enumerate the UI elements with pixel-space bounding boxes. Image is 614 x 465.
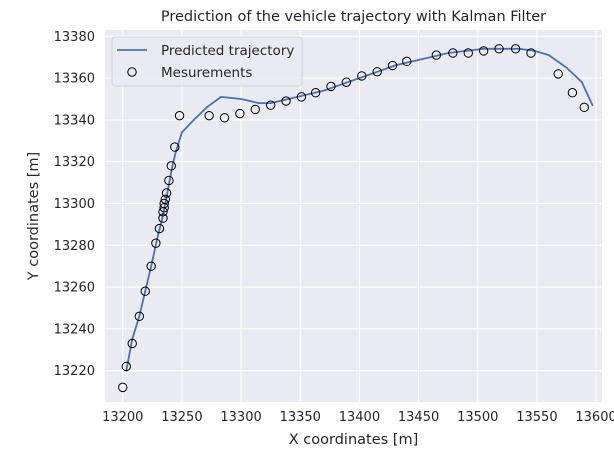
x-tick-label: 13500: [457, 410, 498, 425]
measurement-point: [158, 213, 168, 223]
predicted-trajectory-point: [358, 77, 361, 79]
measurement-point: [357, 71, 367, 81]
measurement-point: [296, 92, 307, 102]
legend-label-predicted: Predicted trajectory: [161, 43, 294, 59]
y-tick-label: 13240: [54, 322, 95, 337]
measurement-point: [478, 46, 489, 56]
measurement-point: [151, 238, 161, 248]
x-tick-label: 13450: [398, 410, 439, 425]
predicted-trajectory-point: [138, 315, 141, 318]
measurement-point: [463, 48, 473, 58]
x-tick-label: 13200: [102, 410, 143, 425]
predicted-trajectory-point: [465, 49, 467, 52]
chart-title: Prediction of the vehicle trajectory wit…: [161, 9, 546, 25]
measurement-point: [166, 161, 176, 171]
predicted-trajectory-point: [500, 47, 503, 50]
x-tick-label: 13250: [161, 410, 202, 425]
measurement-point: [161, 188, 172, 198]
measurement-point: [134, 311, 145, 322]
measurement-point: [387, 60, 398, 71]
predicted-trajectory-point: [171, 164, 174, 167]
legend-label-measurements: Mesurements: [161, 65, 252, 81]
measurement-point: [510, 44, 521, 54]
measurement-point: [372, 67, 382, 77]
predicted-trajectory-point: [323, 89, 325, 92]
predicted-trajectory-point: [411, 60, 414, 63]
measurement-point: [326, 81, 336, 92]
predicted-trajectory-point: [591, 104, 594, 107]
predicted-trajectory-point: [181, 131, 183, 134]
measurement-point: [281, 96, 291, 106]
measurement-point: [140, 286, 150, 296]
measurement-points-layer: [118, 44, 589, 393]
y-tick-label: 13340: [54, 113, 95, 128]
measurement-point: [567, 87, 578, 98]
legend-box: [111, 36, 303, 87]
predicted-trajectory-point: [205, 106, 208, 109]
y-tick-label: 13360: [54, 72, 95, 87]
predicted-trajectory-point: [150, 265, 153, 268]
predicted-trajectory-point: [394, 64, 396, 67]
x-tick-label: 13350: [280, 410, 321, 425]
measurement-point: [154, 223, 165, 234]
x-tick-labels: 13200 13250 13300 13350 13400 13450 13500 13550…: [102, 410, 614, 425]
predicted-trajectory-point: [376, 70, 379, 73]
y-tick-label: 13320: [54, 155, 95, 170]
legend-marker-swatch: [127, 67, 137, 77]
measurement-point: [160, 194, 171, 204]
x-tick-label: 13300: [220, 410, 261, 425]
x-tick-label: 13400: [339, 410, 380, 425]
predicted-trajectory-point: [160, 219, 163, 222]
grid-lines: [105, 30, 602, 402]
measurement-point: [448, 48, 458, 58]
measurement-point: [265, 100, 276, 110]
measurement-point: [402, 56, 412, 67]
x-tick-label: 13600: [575, 410, 614, 425]
predicted-trajectory-point: [192, 118, 195, 121]
measurement-point: [146, 261, 156, 271]
y-axis-label: Y coordinates [m]: [26, 152, 42, 281]
measurement-point: [250, 104, 260, 115]
predicted-trajectory-point: [429, 56, 432, 59]
legend: Predicted trajectory Mesurements: [111, 36, 303, 87]
y-tick-label: 13300: [54, 197, 95, 212]
measurement-point: [526, 48, 536, 58]
measurement-point: [553, 69, 563, 79]
y-tick-label: 13220: [54, 364, 95, 379]
measurement-point: [121, 361, 132, 372]
predicted-trajectory-point: [547, 54, 550, 56]
predicted-trajectory-point: [287, 98, 290, 100]
measurement-point: [310, 87, 321, 98]
measurement-point: [235, 108, 245, 119]
y-tick-labels: 13220 13240 13260 13280 13300 13320 13340 13360…: [54, 30, 95, 379]
y-tick-label: 13380: [54, 30, 95, 45]
measurement-point: [174, 110, 185, 121]
predicted-trajectory-point: [269, 102, 272, 105]
measurement-point: [204, 110, 214, 121]
predicted-trajectory-point: [580, 81, 583, 84]
measurement-point: [118, 382, 128, 393]
y-tick-label: 13260: [54, 281, 95, 296]
x-axis-label: X coordinates [m]: [289, 432, 418, 448]
measurement-point: [159, 198, 169, 209]
predicted-trajectory-point: [565, 66, 568, 69]
plot-area: [105, 30, 602, 402]
y-tick-label: 13280: [54, 239, 95, 254]
measurement-point: [431, 50, 442, 60]
predicted-trajectory-point: [144, 290, 147, 293]
predicted-trajectory-point: [482, 47, 485, 50]
measurement-point: [164, 175, 174, 186]
predicted-trajectory-point: [240, 98, 242, 100]
measurement-point: [579, 102, 589, 113]
predicted-trajectory-point: [257, 102, 260, 105]
measurement-point: [219, 113, 230, 123]
measurement-point: [341, 77, 352, 87]
measurement-point: [170, 142, 180, 152]
predicted-trajectory-point: [220, 95, 222, 98]
measurement-point: [494, 44, 504, 54]
x-tick-label: 13550: [516, 410, 557, 425]
measurement-point: [127, 338, 137, 349]
